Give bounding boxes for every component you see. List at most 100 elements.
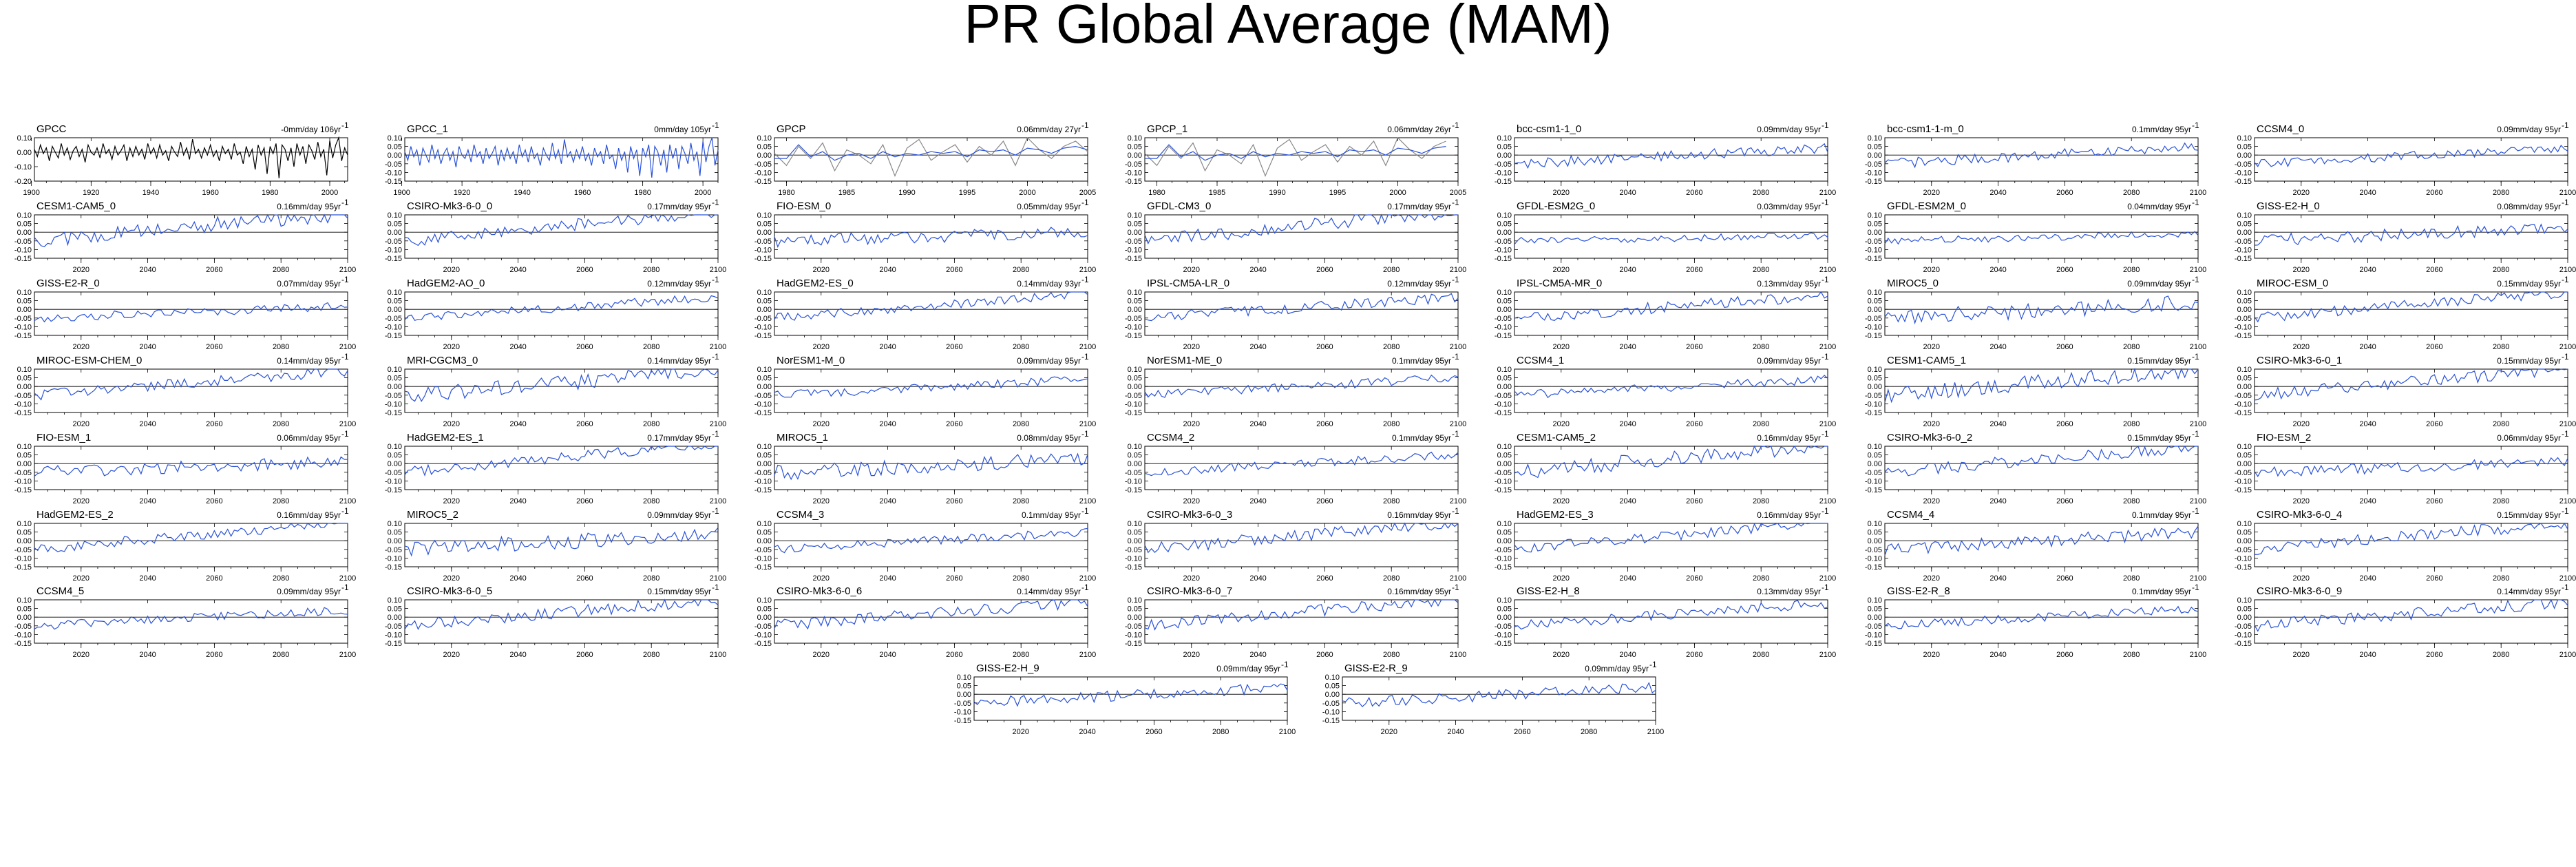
x-tick-label: 2100	[710, 343, 726, 351]
panel-trend-label: 0.16mm/day 95yr	[1757, 433, 1821, 443]
x-tick-label: 2080	[1383, 574, 1400, 583]
y-tick-label: 0.05	[388, 375, 402, 383]
y-tick-label: -0.15	[1125, 563, 1142, 572]
x-tick-label: 1920	[83, 189, 99, 197]
x-tick-label: 2060	[2056, 189, 2073, 197]
panel-trend-label: 0.13mm/day 95yr	[1757, 279, 1821, 289]
x-tick-label: 2040	[139, 420, 156, 428]
y-tick-label: -0.15	[1865, 255, 1882, 263]
panel-title: GISS-E2-R_8	[1887, 585, 1950, 597]
panel-trend-label: 0.09mm/day 95yr	[277, 587, 341, 596]
x-tick-label: 2040	[1249, 651, 1266, 659]
x-tick-label: 2020	[1923, 420, 1940, 428]
x-tick-label: 2020	[1923, 574, 1940, 583]
y-tick-label: 0.05	[1497, 605, 1512, 614]
panel-frame	[1144, 599, 1459, 644]
x-tick-label: 2060	[2426, 574, 2442, 583]
panel-frame	[774, 214, 1088, 259]
x-tick-label: 2020	[1553, 497, 1570, 505]
x-tick-label: 1980	[778, 189, 794, 197]
y-tick-label: -0.10	[385, 554, 402, 563]
y-tick-label: 0.05	[1128, 297, 1142, 306]
y-tick-label: -0.10	[1495, 323, 1512, 331]
x-tick-label: 2040	[509, 574, 526, 583]
y-tick-label: -0.15	[14, 640, 32, 648]
y-tick-label: -0.05	[1125, 160, 1142, 169]
panel-trend-superscript: -1	[1452, 583, 1459, 592]
x-tick-label: 2060	[576, 574, 593, 583]
x-tick-label: 2080	[2123, 343, 2140, 351]
y-tick-label: 0.05	[2237, 605, 2252, 614]
y-tick-label: 0.00	[1497, 152, 1512, 160]
x-tick-label: 2080	[2123, 189, 2140, 197]
series-line	[1514, 232, 1828, 245]
x-tick-label: 2100	[339, 420, 356, 428]
y-tick-label: 0.05	[757, 375, 772, 383]
y-tick-label: 0.10	[757, 134, 772, 143]
chart-panel: NorESM1-M_0 0.09mm/day 95yr -1 0.100.050.00…	[754, 352, 1096, 428]
x-tick-label: 2020	[2293, 266, 2310, 274]
x-tick-label: 2020	[1183, 651, 1200, 659]
x-tick-label: 2100	[2559, 189, 2576, 197]
y-tick-label: -0.15	[1495, 409, 1512, 417]
chart-panel: CCSM4_5 0.09mm/day 95yr -1 0.100.050.00-0.0…	[14, 583, 356, 659]
y-tick-label: 0.00	[17, 149, 32, 157]
x-tick-label: 2060	[946, 420, 962, 428]
y-tick-label: 0.00	[1497, 460, 1512, 468]
y-tick-label: -0.10	[1125, 477, 1142, 485]
y-tick-label: 0.10	[1497, 596, 1512, 605]
series-line	[404, 368, 719, 402]
y-tick-label: -0.15	[1495, 255, 1512, 263]
x-tick-label: 2080	[2493, 343, 2509, 351]
panel-trend-superscript: -1	[2562, 275, 2569, 284]
y-tick-label: -0.05	[1125, 392, 1142, 400]
x-tick-label: 2040	[1249, 420, 1266, 428]
y-tick-label: 0.10	[1868, 289, 1882, 297]
x-tick-label: 2040	[509, 651, 526, 659]
y-tick-label: -0.10	[1865, 631, 1882, 639]
x-tick-label: 2020	[73, 266, 89, 274]
panel-trend-superscript: -1	[2192, 121, 2199, 130]
y-tick-label: -0.10	[2235, 169, 2252, 177]
series-line	[1884, 295, 2199, 325]
y-tick-label: -0.05	[1865, 546, 1882, 554]
panel-title: IPSL-CM5A-LR_0	[1147, 278, 1229, 289]
panel-trend-superscript: -1	[1452, 198, 1459, 207]
series-line	[2254, 368, 2568, 401]
y-tick-label: -0.05	[14, 469, 32, 477]
y-tick-label: 0.05	[388, 452, 402, 460]
x-tick-label: 2100	[1450, 497, 1466, 505]
x-tick-label: 2060	[206, 343, 222, 351]
y-tick-label: -0.10	[754, 631, 772, 639]
panel-trend-superscript: -1	[341, 352, 349, 362]
x-tick-label: 2080	[1383, 420, 1400, 428]
chart-panel: CSIRO-Mk3-6-0_2 0.15mm/day 95yr -1 0.100.05…	[1865, 429, 2206, 505]
x-tick-label: 2020	[1923, 343, 1940, 351]
x-tick-label: 2080	[273, 420, 289, 428]
x-tick-label: 2040	[1249, 574, 1266, 583]
panel-trend-label: 0.07mm/day 95yr	[277, 279, 341, 289]
y-tick-label: -0.10	[1865, 169, 1882, 177]
x-tick-label: 2040	[1989, 420, 2006, 428]
y-tick-label: -0.15	[385, 563, 402, 572]
y-tick-label: 0.05	[757, 297, 772, 306]
x-tick-label: 2060	[2056, 574, 2073, 583]
x-tick-label: 2080	[643, 574, 659, 583]
y-tick-label: 0.10	[17, 134, 32, 143]
x-tick-label: 2100	[2190, 574, 2206, 583]
panel-title: GFDL-CM3_0	[1147, 200, 1211, 212]
panel-frame	[34, 368, 348, 413]
panel-title: FIO-ESM_1	[36, 432, 91, 443]
y-tick-label: 0.00	[1868, 537, 1882, 545]
y-tick-label: 0.05	[1497, 297, 1512, 306]
y-tick-label: -0.10	[14, 477, 32, 485]
panel-trend-label: 0.09mm/day 95yr	[1757, 125, 1821, 134]
panel-trend-label: 0.15mm/day 95yr	[2127, 433, 2191, 443]
y-tick-label: -0.05	[1495, 238, 1512, 246]
y-tick-label: 0.10	[388, 366, 402, 374]
panel-trend-label: 0.14mm/day 93yr	[1017, 279, 1081, 289]
panel-trend-superscript: -1	[1452, 275, 1459, 284]
y-tick-label: -0.15	[1495, 486, 1512, 494]
y-tick-label: -0.05	[754, 469, 772, 477]
chart-panel: MIROC5_2 0.09mm/day 95yr -10.100.050.00-0.…	[385, 506, 726, 583]
